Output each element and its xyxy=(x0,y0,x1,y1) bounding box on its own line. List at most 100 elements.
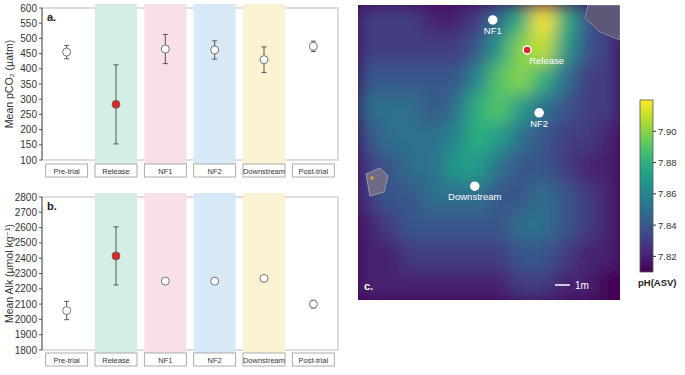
x-tick-label: NF2 xyxy=(208,356,222,365)
scale-bar xyxy=(555,284,570,286)
x-tick-label: Downstream xyxy=(243,356,285,365)
heat-cell xyxy=(576,93,599,124)
heat-cell xyxy=(576,241,599,272)
plot-frame xyxy=(42,8,338,160)
heat-cell xyxy=(532,152,555,183)
heat-cell xyxy=(379,241,402,272)
heat-cell xyxy=(554,241,577,272)
y-tick-label: 2000 xyxy=(15,314,38,325)
y-axis-label: Mean Alk (µmol kg⁻¹) xyxy=(3,224,15,323)
map-panel: NF1ReleaseNF2Downstream1mc. xyxy=(358,5,621,301)
map-background xyxy=(358,5,620,300)
heat-cell xyxy=(467,34,490,65)
y-tick-label: 150 xyxy=(20,139,37,150)
category-box xyxy=(194,164,236,177)
heat-cell xyxy=(445,123,468,154)
category-band xyxy=(243,4,285,164)
heat-cell xyxy=(445,241,468,272)
error-cap xyxy=(64,301,69,302)
heat-cell xyxy=(358,270,380,300)
heat-cell xyxy=(358,64,380,95)
station xyxy=(523,46,531,54)
heat-cell xyxy=(401,64,424,95)
category-box xyxy=(46,353,88,366)
heat-cell xyxy=(423,182,446,213)
y-tick-label: 400 xyxy=(20,63,37,74)
heat-cell xyxy=(379,93,402,124)
heat-cell xyxy=(423,93,446,124)
heat-cell xyxy=(598,211,620,242)
colorbar-tick-label: 7.84 xyxy=(658,220,677,231)
y-tick-label: 2500 xyxy=(15,237,38,248)
heat-cell xyxy=(554,211,577,242)
category-box xyxy=(95,164,137,177)
error-cap xyxy=(311,51,316,52)
x-tick-label: Pre-trial xyxy=(54,356,81,365)
heat-cell xyxy=(445,152,468,183)
category-band xyxy=(194,193,236,353)
category-box xyxy=(243,164,285,177)
heat-cell xyxy=(379,211,402,242)
point xyxy=(112,252,120,260)
heat-cell xyxy=(554,152,577,183)
map-clip xyxy=(358,5,620,300)
station xyxy=(535,109,543,117)
panel-label: b. xyxy=(47,200,57,212)
category-band xyxy=(194,4,236,164)
heat-cell xyxy=(401,34,424,65)
heat-cell xyxy=(554,123,577,154)
point xyxy=(260,56,268,64)
colorbar-tick xyxy=(653,131,656,132)
heat-cell xyxy=(510,182,533,213)
y-tick-label: 350 xyxy=(20,79,37,90)
colorbar-tick-label: 7.82 xyxy=(658,251,677,262)
heat-cell xyxy=(576,270,599,300)
x-tick-label: Release xyxy=(102,167,130,176)
y-axis-label: Mean pCO₂ (µatm) xyxy=(3,40,15,128)
y-tick-label: 200 xyxy=(20,124,37,135)
y-tick-label: 2700 xyxy=(15,207,38,218)
colorbar-tick xyxy=(653,256,656,257)
station-label: NF1 xyxy=(484,25,502,36)
heat-cell xyxy=(598,64,620,95)
heat-cell xyxy=(489,270,512,300)
heat-cell xyxy=(598,182,620,213)
heat-cell xyxy=(598,270,620,300)
y-tick-label: 550 xyxy=(20,18,37,29)
heat-cell xyxy=(467,123,490,154)
heat-cell xyxy=(532,241,555,272)
category-box xyxy=(292,164,334,177)
heat-cell xyxy=(379,64,402,95)
heat-cell xyxy=(401,123,424,154)
y-tick-label: 450 xyxy=(20,48,37,59)
heat-cell xyxy=(467,211,490,242)
y-tick-label: 600 xyxy=(20,3,37,14)
heat-cell xyxy=(423,34,446,65)
colorbar-tick xyxy=(653,193,656,194)
y-tick-label: 1800 xyxy=(15,345,38,356)
station xyxy=(489,16,497,24)
error-cap xyxy=(163,63,168,64)
station-label: Downstream xyxy=(448,191,501,202)
point xyxy=(63,48,71,56)
colorbar-tick-label: 7.88 xyxy=(658,157,677,168)
heat-cell xyxy=(358,211,380,242)
heat-cell xyxy=(598,123,620,154)
y-tick-label: 250 xyxy=(20,109,37,120)
y-tick-label: 2400 xyxy=(15,253,38,264)
category-box xyxy=(46,164,88,177)
heat-cell xyxy=(445,211,468,242)
x-tick-label: Release xyxy=(102,356,130,365)
heat-cell xyxy=(576,211,599,242)
colorbar-label: pH(ASV) xyxy=(638,277,677,288)
y-tick-label: 2100 xyxy=(15,299,38,310)
category-band xyxy=(243,193,285,353)
heat-cell xyxy=(423,211,446,242)
error-cap xyxy=(64,319,69,320)
x-tick-label: Post-trial xyxy=(299,167,329,176)
heat-cell xyxy=(401,270,424,300)
heat-cell xyxy=(445,270,468,300)
colorbar-tick-label: 7.90 xyxy=(658,126,677,137)
heat-cell xyxy=(445,64,468,95)
heat-cell xyxy=(510,152,533,183)
